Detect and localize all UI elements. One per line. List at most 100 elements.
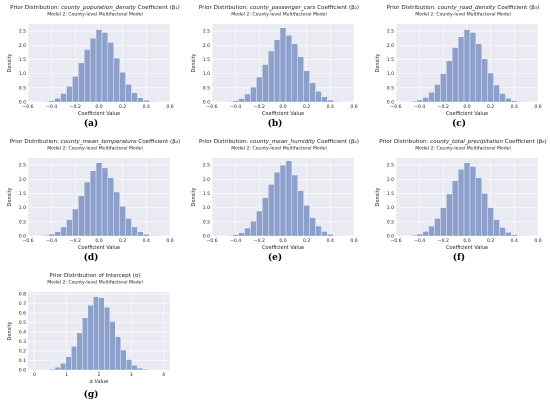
histogram-bar-g-4 [71,346,78,371]
histogram-bar-f-2 [416,233,423,237]
x-tick-label-a-3: 0.0 [95,104,102,110]
histogram-bar-c-3 [422,97,429,103]
histogram-bar-f-15 [493,219,500,237]
histogram-bar-c-11 [469,32,477,103]
y-tick-label-g-6: 0.6 [19,311,26,317]
histogram-bar-d-12 [113,191,120,237]
y-tick-label-g-3: 0.3 [19,339,26,345]
histogram-bar-g-1 [54,366,61,371]
x-tick-label-f-6: 0.6 [534,238,541,244]
x-tick-label-e-6: 0.6 [350,238,357,244]
y-tick-label-c-4: 2.0 [387,43,394,49]
panel-f: Prior Distribution: county_total_precipi… [370,136,548,266]
x-tick-label-g-2: 2 [98,372,101,378]
y-tick-label-b-3: 1.5 [203,57,210,63]
histogram-chart-f: Prior Distribution: county_total_precipi… [375,139,547,251]
histogram-bar-f-3 [422,231,429,237]
x-tick-label-d-1: −0.4 [46,238,57,244]
chart-title-g: Prior Distribution of Intercept (α) [49,273,140,279]
y-tick-label-b-5: 2.5 [203,29,210,35]
histogram-bar-b-7 [268,50,275,103]
y-tick-label-e-2: 1.0 [203,205,210,211]
x-tick-label-d-2: −0.2 [70,238,81,244]
chart-subtitle-e: Model 2: County-level Multifactoral Mode… [231,146,327,152]
histogram-bar-e-7 [268,184,275,237]
histogram-bar-c-14 [487,72,494,103]
x-tick-label-b-6: 0.6 [350,104,357,110]
x-tick-label-f-2: −0.2 [438,238,449,244]
y-tick-label-c-1: 0.5 [387,85,394,91]
caption-b: (b) [267,119,283,129]
panel-g: Prior Distribution of Intercept (α) Model… [2,270,180,404]
y-tick-label-f-1: 0.5 [387,219,394,225]
y-tick-label-d-3: 1.5 [19,191,26,197]
y-tick-label-b-0: 0.0 [203,100,210,106]
histogram-bar-e-2 [238,232,245,237]
chart-title-a: Prior Distribution: county_population_de… [10,5,180,11]
histogram-bar-e-9 [279,164,287,237]
chart-subtitle-f: Model 2: County-level Multifactoral Mode… [415,146,511,152]
histogram-bar-e-11 [291,174,298,237]
histogram-bar-f-4 [428,225,435,237]
y-tick-label-g-0: 0.0 [19,368,26,374]
x-tick-label-d-4: 0.2 [119,238,126,244]
histogram-bar-f-1 [410,234,417,237]
histogram-bar-d-9 [95,162,103,237]
histogram-bar-b-1 [232,100,239,103]
y-tick-label-a-5: 2.5 [19,29,26,35]
x-tick-label-f-5: 0.4 [511,238,518,244]
x-tick-label-c-3: 0.0 [463,104,470,110]
x-axis-label-d: Coefficient Value [78,245,120,251]
y-axis-label-e: Density [191,187,197,206]
histogram-bar-a-6 [78,62,85,103]
x-tick-label-c-1: −0.4 [414,104,425,110]
histogram-chart-e: Prior Distribution: county_mean_humidity… [191,139,359,251]
x-axis-label-c: Coefficient Value [446,111,488,117]
histogram-bar-d-1 [48,233,55,237]
histogram-bar-c-15 [493,84,500,103]
y-tick-label-g-1: 0.1 [19,358,26,364]
x-tick-label-c-2: −0.2 [438,104,449,110]
chart-title-f: Prior Distribution: county_total_precipi… [379,139,547,145]
caption-g: (g) [83,390,99,400]
histogram-bar-d-2 [54,231,61,237]
y-axis-label-f: Density [375,187,381,206]
histogram-bar-g-8 [93,296,100,371]
histogram-bar-e-16 [321,231,328,237]
histogram-bar-b-5 [256,76,263,103]
histogram-bar-a-1 [48,100,55,103]
histogram-bar-b-3 [244,93,251,103]
histogram-chart-g: Prior Distribution of Intercept (α)Model… [7,273,170,385]
histogram-bar-a-4 [66,86,73,103]
x-tick-label-e-4: 0.2 [303,238,310,244]
histogram-bar-d-5 [72,208,79,237]
y-tick-label-c-0: 0.0 [387,100,394,106]
histogram-bar-d-15 [131,226,138,237]
histogram-bar-f-14 [487,207,494,237]
histogram-bar-b-17 [327,99,334,103]
histogram-bar-d-10 [101,167,109,237]
histogram-bar-f-19 [517,235,524,237]
x-tick-label-b-0: −0.6 [206,104,217,110]
y-tick-label-b-2: 1.0 [203,71,210,77]
histogram-bar-f-18 [511,234,518,237]
chart-title-b: Prior Distribution: county_passenger_car… [199,5,359,11]
histogram-bar-g-13 [120,349,127,371]
x-tick-label-c-0: −0.6 [390,104,401,110]
histogram-bar-a-17 [143,100,150,103]
histogram-bar-b-0 [226,101,233,103]
x-tick-label-e-3: 0.0 [279,238,286,244]
y-tick-label-a-2: 1.0 [19,71,26,77]
histogram-bar-e-17 [327,234,334,237]
histogram-bar-c-19 [517,101,524,103]
histogram-bar-g-6 [82,317,89,371]
x-tick-label-c-6: 0.6 [534,104,541,110]
histogram-bar-g-9 [98,297,105,371]
histogram-bar-e-14 [309,217,316,237]
histogram-bar-a-12 [113,57,120,103]
x-tick-label-g-4: 4 [162,372,165,378]
histogram-bar-a-7 [84,49,91,103]
x-tick-label-f-4: 0.2 [487,238,494,244]
histogram-bar-b-11 [291,43,298,103]
y-tick-label-g-8: 0.8 [19,292,26,298]
